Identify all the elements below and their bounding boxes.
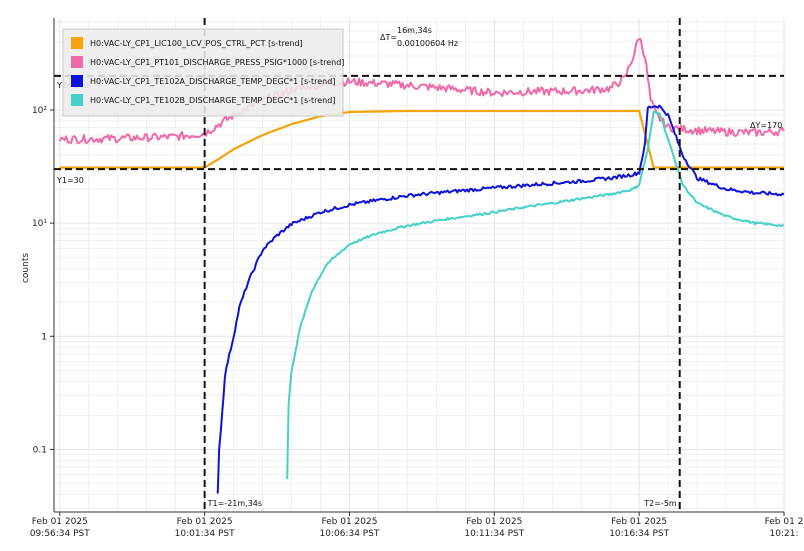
legend: H0:VAC-LY_CP1_LIC100_LCV_POS_CTRL_PCT [s… — [62, 28, 344, 117]
delta-t-prefix: ΔT= — [380, 33, 397, 42]
legend-swatch — [71, 56, 83, 68]
delta-t-value: 16m,34s — [397, 26, 432, 35]
series-lines — [58, 37, 785, 494]
x-tick-label-date: Feb 01 2 — [765, 517, 804, 527]
x-tick-label-date: Feb 01 2025 — [177, 517, 233, 527]
legend-swatch — [71, 75, 83, 87]
series-line-2 — [58, 37, 785, 144]
x-tick-label-date: Feb 01 2025 — [32, 517, 88, 527]
delta-y-label: ΔY=170 — [750, 121, 782, 130]
x-tick-label-time: 10:16:34 PST — [609, 529, 669, 539]
x-tick-label-time: 10:21: — [770, 529, 799, 539]
x-tick-label-date: Feb 01 2025 — [466, 517, 522, 527]
legend-box — [62, 28, 344, 117]
legend-swatch — [71, 37, 83, 49]
x-tick-label-time: 09:56:34 PST — [30, 529, 90, 539]
grid — [54, 18, 785, 512]
axes: 0.1 1 10¹ 10² Feb 01 2025 09:56:34 PST Feb 01 … — [30, 18, 804, 539]
legend-swatch — [71, 94, 83, 106]
delta-t-frequency: 0.00100604 Hz — [397, 39, 458, 48]
y-axis-label: counts — [21, 253, 31, 283]
legend-entry-label: H0:VAC-LY_CP1_TE102A_DISCHARGE_TEMP_DEGC… — [90, 77, 335, 86]
y-tick-label: 1 — [41, 332, 47, 342]
t2-label: T2=-5m — [643, 499, 677, 508]
legend-entry-label: H0:VAC-LY_CP1_PT101_DISCHARGE_PRESS_PSIG… — [90, 58, 344, 67]
x-tick-label-date: Feb 01 2025 — [611, 517, 667, 527]
t1-label: T1=-21m,34s — [207, 499, 262, 508]
y-tick-label: 0.1 — [33, 445, 47, 455]
series-line-1 — [59, 109, 784, 169]
x-tick-label-time: 10:11:34 PST — [464, 529, 524, 539]
series-line-4 — [286, 110, 785, 480]
x-tick-label-time: 10:06:34 PST — [320, 529, 380, 539]
y-tick-label: 10¹ — [32, 219, 47, 229]
x-tick-label-time: 10:01:34 PST — [175, 529, 235, 539]
legend-entry-label: H0:VAC-LY_CP1_LIC100_LCV_POS_CTRL_PCT [s… — [90, 39, 303, 48]
series-line-3 — [216, 104, 785, 494]
legend-entry-label: H0:VAC-LY_CP1_TE102B_DISCHARGE_TEMP_DEGC… — [90, 96, 335, 105]
x-tick-label-date: Feb 01 2025 — [321, 517, 377, 527]
y1-label: Y1=30 — [56, 176, 84, 185]
y-tick-label: 10² — [32, 106, 47, 116]
